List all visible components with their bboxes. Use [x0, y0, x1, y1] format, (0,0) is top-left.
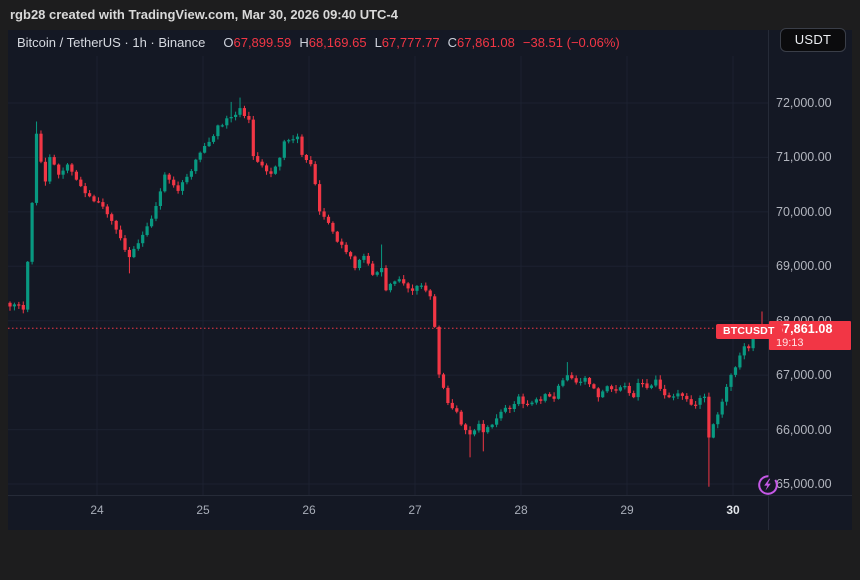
ohlc-high-value: 68,169.65 — [308, 35, 367, 50]
gridlines — [8, 56, 768, 495]
change-value: −38.51 (−0.06%) — [522, 35, 620, 50]
current-price-badge: 67,861.08 19:13 — [769, 321, 851, 350]
ohlc-low-value: 67,777.77 — [381, 35, 440, 50]
ohlc-high-label: H — [299, 35, 309, 50]
ohlc-open-label: O — [223, 35, 234, 50]
footer-bar: TradingView — [0, 530, 860, 580]
lightning-icon[interactable] — [755, 472, 781, 498]
symbol-title[interactable]: Bitcoin / TetherUS · 1h · Binance — [17, 35, 206, 50]
ohlc-open-value: 67,899.59 — [233, 35, 292, 50]
symbol-info-bar: Bitcoin / TetherUS · 1h · Binance O67,899… — [17, 30, 620, 56]
axis-separators — [8, 30, 852, 530]
bar-countdown: 19:13 — [776, 337, 804, 349]
candles-series — [8, 97, 764, 487]
ohlc-close-label: C — [447, 35, 458, 50]
ohlc-values: O67,899.59 H68,169.65 L67,777.77 C67,861.08 — [215, 35, 515, 50]
current-price-value: 67,861.08 — [776, 322, 833, 336]
ohlc-low-label: L — [374, 35, 382, 50]
ohlc-close-value: 67,861.08 — [457, 35, 515, 50]
currency-toggle-button[interactable]: USDT — [780, 28, 846, 52]
chart-panel — [8, 30, 852, 530]
price-line-symbol-badge: BTCUSDT — [716, 324, 782, 339]
watermark-text: rgb28 created with TradingView.com, Mar … — [10, 7, 398, 22]
